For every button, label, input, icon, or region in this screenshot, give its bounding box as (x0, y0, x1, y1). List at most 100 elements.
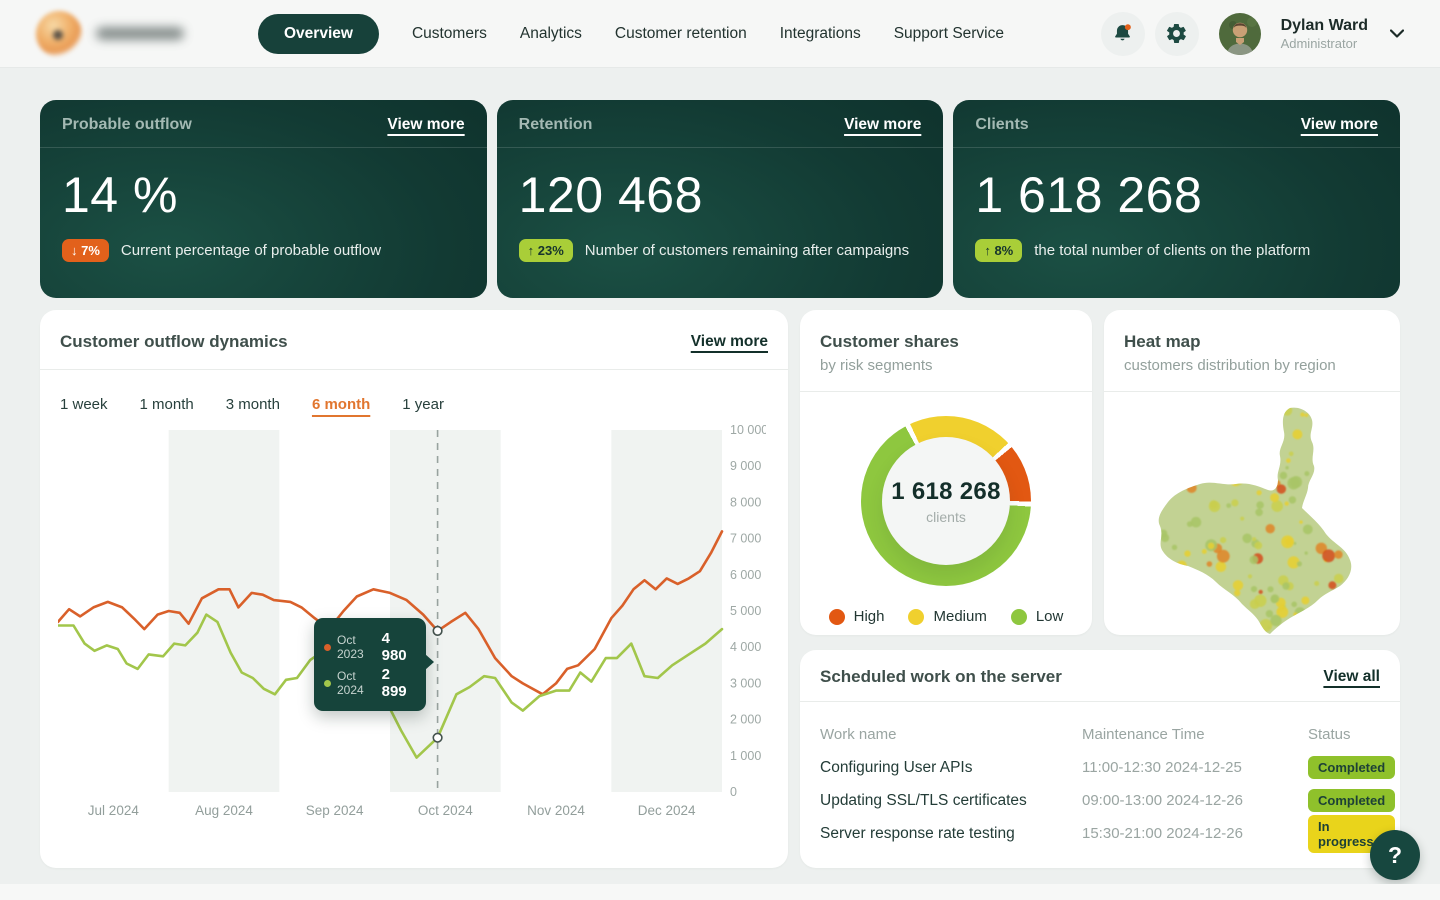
heat-map-panel: Heat map customers distribution by regio… (1104, 310, 1400, 635)
top-bar: Overview Customers Analytics Customer reten… (0, 0, 1440, 68)
shares-panel-title: Customer shares (820, 332, 959, 351)
kpi-trend-badge: ↓ 7% (62, 239, 109, 262)
region-heat-map[interactable] (1104, 392, 1400, 636)
work-name: Updating SSL/TLS certificates (820, 791, 1027, 809)
heatmap-panel-title: Heat map (1124, 332, 1201, 351)
kpi-view-more-link[interactable]: View more (844, 116, 922, 133)
donut-center: 1 618 268 clients (882, 437, 1010, 565)
outflow-panel-title: Customer outflow dynamics (60, 332, 288, 351)
y-axis-tick: 7 000 (730, 532, 761, 546)
avatar[interactable] (1218, 12, 1261, 55)
status-badge: Completed (1308, 789, 1396, 812)
legend-label: High (853, 608, 885, 625)
x-axis-label: Nov 2024 (527, 803, 585, 818)
nav-item-support-service[interactable]: Support Service (893, 24, 1004, 42)
schedule-column-header: Status (1308, 726, 1351, 743)
heat-map-svg (1158, 407, 1352, 635)
logo-icon (36, 10, 82, 57)
topbar-actions: Dylan Ward Administrator (1100, 11, 1404, 56)
kpi-trend-badge: ↑ 8% (975, 239, 1023, 262)
legend-dot (828, 608, 845, 625)
nav-item-customer-retention[interactable]: Customer retention (614, 24, 747, 42)
period-tabs: 1 week 1 month 3 month 6 month 1 year (40, 370, 788, 419)
maintenance-time: 11:00-12:30 2024-12-25 (1082, 759, 1242, 776)
kpi-view-more-link[interactable]: View more (387, 116, 465, 133)
y-axis-tick: 10 000 (730, 423, 766, 437)
status-badge: Completed (1308, 756, 1396, 779)
scheduled-work-panel: Scheduled work on the server View all Wo… (800, 650, 1400, 868)
user-role: Administrator (1280, 35, 1358, 51)
settings-button[interactable] (1154, 11, 1199, 56)
chart-tooltip: Oct 2023 4 980 Oct 2024 2 899 (314, 618, 434, 711)
kpi-title: Probable outflow (62, 116, 192, 133)
tab-6-month[interactable]: 6 month (311, 396, 371, 413)
maintenance-time: 09:00-13:00 2024-12-26 (1082, 792, 1243, 809)
heatmap-panel-subtitle: customers distribution by region (1124, 357, 1336, 374)
brand-logo (36, 10, 248, 57)
outflow-chart[interactable]: Oct 2023 4 980 Oct 2024 2 899 0 1 000 2 00… (56, 423, 768, 828)
tooltip-row: Oct 2024 2 899 (324, 666, 416, 700)
logo-wordmark (96, 27, 184, 40)
series-dot-oct-2023 (324, 643, 331, 651)
x-axis-label: Aug 2024 (195, 803, 253, 818)
schedule-view-all-link[interactable]: View all (1323, 668, 1380, 685)
x-axis-label: Dec 2024 (638, 803, 696, 818)
month-band (168, 430, 280, 792)
map-region-shape (1158, 407, 1352, 634)
schedule-column-header: Maintenance Time (1082, 726, 1205, 743)
legend-label: Low (1035, 608, 1064, 625)
legend-label: Medium (933, 608, 987, 625)
clients-total: 1 618 268 (891, 477, 1001, 505)
content-grid: Customer outflow dynamics View more 1 we… (40, 310, 1400, 868)
y-axis-tick: 0 (730, 785, 737, 799)
tab-1-week[interactable]: 1 week (60, 396, 108, 413)
x-axis-label: Sep 2024 (306, 803, 364, 818)
nav-item-analytics[interactable]: Analytics (519, 24, 582, 42)
series-dot-oct-2024 (324, 679, 331, 687)
bell-icon (1111, 22, 1134, 45)
kpi-card-retention: Retention View more 120 468 ↑ 23% Number of … (496, 100, 944, 298)
tab-1-year[interactable]: 1 year (402, 396, 444, 413)
user-menu[interactable]: Dylan Ward Administrator (1281, 17, 1368, 51)
x-axis-label: Oct 2024 (418, 803, 473, 818)
kpi-card-clients: Clients View more 1 618 268 ↑ 8% the total n… (953, 100, 1400, 298)
y-axis-tick: 9 000 (730, 459, 761, 473)
kpi-description: Number of customers remaining after camp… (584, 242, 910, 259)
nav-item-customers[interactable]: Customers (411, 24, 487, 42)
schedule-panel-title: Scheduled work on the server (820, 667, 1062, 686)
nav-item-overview[interactable]: Overview (258, 13, 379, 54)
outflow-view-more-link[interactable]: View more (690, 333, 768, 350)
bottom-strip (0, 884, 1440, 900)
legend-dot (908, 608, 925, 625)
tab-1-month[interactable]: 1 month (139, 396, 194, 413)
y-axis-tick: 3 000 (730, 676, 761, 690)
main-nav: Overview Customers Analytics Customer reten… (258, 13, 1004, 54)
y-axis-tick: 8 000 (730, 495, 761, 509)
donut-ring[interactable]: 1 618 268 clients (861, 416, 1031, 586)
shares-panel-subtitle: by risk segments (820, 357, 933, 374)
work-name: Configuring User APIs (820, 758, 973, 776)
tab-3-month[interactable]: 3 month (225, 396, 280, 413)
user-name: Dylan Ward (1280, 16, 1368, 34)
legend-dot (1010, 608, 1027, 625)
y-axis-tick: 1 000 (730, 749, 761, 763)
kpi-card-probable-outflow: Probable outflow View more 14 % ↓ 7% Current… (40, 100, 487, 298)
y-axis-tick: 4 000 (730, 640, 761, 654)
notifications-button[interactable] (1100, 11, 1145, 56)
maintenance-time: 15:30-21:00 2024-12-26 (1082, 825, 1243, 842)
chevron-down-icon[interactable] (1390, 29, 1404, 38)
legend-item-high: High (828, 608, 885, 625)
help-button[interactable]: ? (1370, 830, 1420, 880)
nav-item-integrations[interactable]: Integrations (779, 24, 861, 42)
risk-donut-chart: 1 618 268 clients High Medium Low (800, 392, 1092, 625)
cursor-marker (432, 732, 443, 743)
kpi-value: 120 468 (518, 167, 703, 223)
customer-shares-panel: Customer shares by risk segments 1 618 2… (800, 310, 1092, 635)
outflow-dynamics-panel: Customer outflow dynamics View more 1 we… (40, 310, 788, 868)
tooltip-arrow (425, 654, 434, 670)
y-axis-tick: 2 000 (730, 713, 761, 727)
month-band (390, 430, 501, 792)
outflow-chart-svg: 0 1 000 2 000 3 000 4 000 5 000 6 000 7 000 8 00… (56, 423, 768, 818)
tooltip-row: Oct 2023 4 980 (324, 630, 416, 664)
kpi-view-more-link[interactable]: View more (1300, 116, 1378, 133)
